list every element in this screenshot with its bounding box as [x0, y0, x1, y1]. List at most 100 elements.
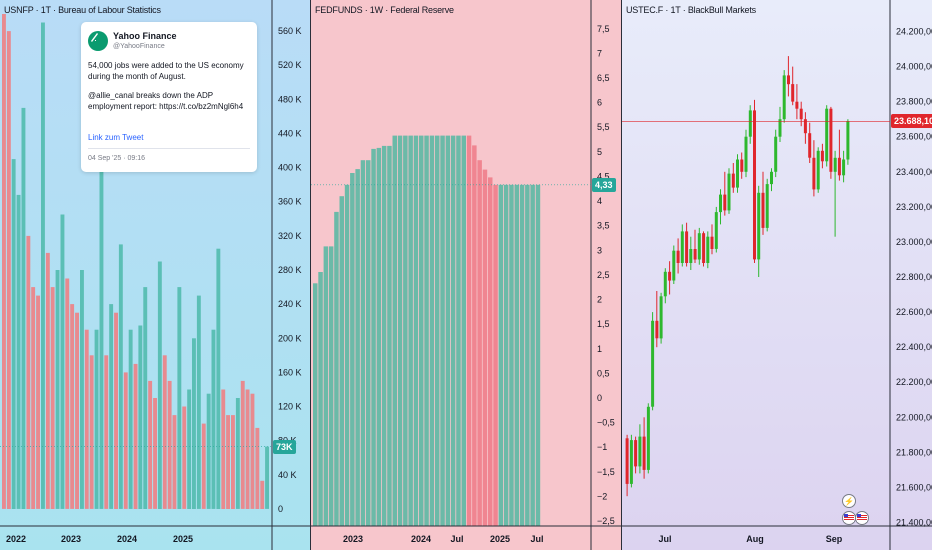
nfp-bar	[143, 287, 148, 509]
fedfunds-bar	[328, 246, 334, 526]
nfp-bar	[2, 14, 6, 509]
fedfunds-bar	[445, 135, 451, 526]
fedfunds-bar	[456, 135, 461, 526]
flash-event-icon[interactable]: ⚡	[842, 494, 856, 508]
nfp-bar	[21, 107, 26, 510]
ustec-candle-body	[803, 119, 807, 134]
nfp-bar	[240, 380, 245, 509]
fedfunds-bar	[339, 196, 344, 526]
ustec-y-tick-label: 23.400,00	[896, 167, 932, 177]
ustec-y-tick-label: 21.400,00	[896, 517, 932, 527]
nfp-y-tick-label: 400 K	[278, 163, 302, 173]
tweet-card[interactable]: Yahoo Finance @YahooFinance 54,000 jobs …	[81, 22, 257, 172]
nfp-bar	[172, 415, 177, 509]
pane-divider[interactable]	[310, 0, 311, 550]
ustec-candle-body	[731, 173, 735, 188]
ustec-candle-body	[753, 110, 756, 260]
nfp-bar	[80, 270, 84, 509]
nfp-y-tick-label: 520 K	[278, 60, 302, 70]
fedfunds-chart-title: FEDFUNDS · 1W · Federal Reserve	[315, 5, 454, 15]
nfp-bar	[206, 393, 211, 509]
fedfunds-bar	[318, 272, 323, 526]
tweet-body: 54,000 jobs were added to the US economy…	[88, 60, 250, 120]
ustec-candle-body	[646, 406, 650, 470]
ustec-candle-body	[842, 159, 846, 176]
ustec-y-tick-label: 23.000,00	[896, 237, 932, 247]
ustec-candle-body	[761, 192, 765, 228]
nfp-bar	[41, 22, 45, 509]
fedfunds-y-tick-label: 7	[597, 48, 602, 58]
nfp-bar	[157, 261, 162, 509]
tweet-author-name: Yahoo Finance	[113, 31, 177, 41]
nfp-bar	[221, 389, 226, 509]
fedfunds-y-tick-label: −0,5	[597, 418, 615, 428]
fedfunds-bar	[482, 169, 488, 526]
fedfunds-bar	[403, 135, 408, 526]
fedfunds-bar	[493, 184, 498, 527]
nfp-y-tick-label: 480 K	[278, 94, 302, 104]
nfp-bar	[50, 287, 55, 509]
nfp-bar	[153, 398, 157, 509]
nfp-x-tick-label: 2023	[61, 534, 81, 544]
ustec-candle-body	[816, 150, 820, 190]
fedfunds-y-tick-label: 3	[597, 245, 602, 255]
ustec-candle-body	[727, 173, 731, 211]
ustec-candle-body	[659, 296, 663, 339]
fedfunds-x-tick-label: 2025	[490, 534, 510, 544]
fedfunds-bar	[525, 184, 530, 527]
nfp-bar	[55, 270, 60, 509]
fedfunds-y-tick-label: 4	[597, 196, 602, 206]
pane-divider[interactable]	[621, 0, 622, 550]
ustec-candle-body	[748, 110, 752, 137]
fedfunds-y-tick-label: 5,5	[597, 122, 610, 132]
nfp-bar	[31, 287, 36, 509]
nfp-y-axis-area	[272, 0, 310, 550]
nfp-y-tick-label: 280 K	[278, 265, 302, 275]
fedfunds-y-tick-label: −2,5	[597, 516, 615, 526]
ustec-x-tick-label: Aug	[746, 534, 764, 544]
tweet-link[interactable]: Link zum Tweet	[88, 133, 144, 142]
nfp-y-tick-label: 360 K	[278, 197, 302, 207]
fedfunds-chart-pane[interactable]: 7,5 7 6,5 6 5,5 5 4,5 4 3,5 3 2,5 2 1,5 1 0,5 0 −0,5 −1 −1…	[311, 0, 621, 550]
nfp-bar	[187, 389, 192, 509]
ustec-candle-body	[770, 171, 773, 185]
fedfunds-bar	[350, 173, 355, 526]
ustec-candle-body	[774, 136, 778, 172]
tweet-author-handle: @YahooFinance	[113, 43, 165, 50]
ustec-candle-body	[791, 84, 795, 102]
nfp-bar	[201, 423, 206, 509]
fedfunds-bar	[535, 184, 541, 527]
ustec-candle-body	[680, 231, 684, 263]
nfp-bar	[255, 427, 260, 509]
nfp-x-tick-label: 2025	[173, 534, 193, 544]
ustec-y-tick-label: 21.800,00	[896, 447, 932, 457]
ustec-y-tick-label: 22.600,00	[896, 307, 932, 317]
ustec-candle-body	[740, 159, 744, 172]
us-flag-event-icon[interactable]	[842, 511, 856, 525]
ustec-candle-body	[846, 121, 850, 160]
ustec-candle-body	[782, 75, 786, 120]
ustec-chart-svg[interactable]: 24.200,00 24.000,00 23.800,00 23.600,00 23.4…	[622, 0, 932, 550]
us-flag-event-icon[interactable]	[855, 511, 869, 525]
fedfunds-bar	[381, 145, 387, 526]
fedfunds-bar	[387, 145, 392, 526]
ustec-candle-body	[787, 75, 790, 85]
fedfunds-bar	[371, 148, 376, 526]
ustec-candle-body	[744, 136, 748, 172]
nfp-bar	[99, 99, 104, 509]
nfp-y-tick-label: 560 K	[278, 26, 302, 36]
nfp-bar	[11, 159, 16, 509]
fedfunds-chart-svg[interactable]: 7,5 7 6,5 6 5,5 5 4,5 4 3,5 3 2,5 2 1,5 1 0,5 0 −0,5 −1 −1…	[311, 0, 621, 550]
nfp-bar	[138, 325, 143, 509]
nfp-bar	[65, 278, 70, 509]
fedfunds-bar	[429, 135, 435, 526]
ustec-chart-pane[interactable]: 24.200,00 24.000,00 23.800,00 23.600,00 23.4…	[622, 0, 932, 550]
ustec-y-tick-label: 24.200,00	[896, 27, 932, 37]
ustec-candle-body	[723, 194, 727, 211]
nfp-bar	[60, 214, 65, 509]
ustec-candle-body	[697, 233, 701, 260]
ustec-candle-body	[672, 250, 676, 281]
nfp-y-tick-label: 200 K	[278, 333, 302, 343]
